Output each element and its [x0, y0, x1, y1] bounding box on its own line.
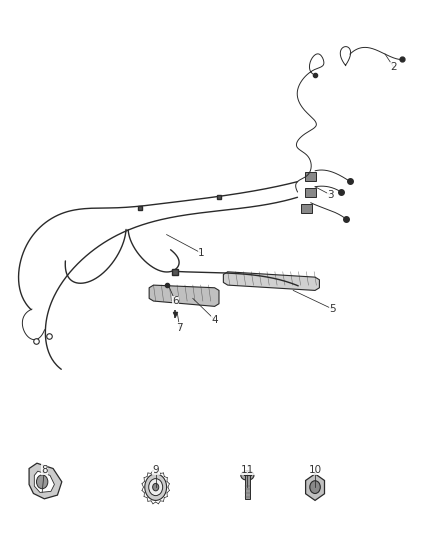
- Text: 8: 8: [41, 465, 48, 474]
- FancyBboxPatch shape: [245, 475, 250, 499]
- Circle shape: [310, 481, 320, 494]
- Text: 6: 6: [172, 296, 179, 306]
- Circle shape: [152, 483, 159, 491]
- Text: 4: 4: [211, 314, 218, 325]
- Polygon shape: [306, 474, 325, 500]
- Polygon shape: [223, 272, 319, 290]
- Text: 11: 11: [241, 465, 254, 474]
- Circle shape: [36, 475, 48, 489]
- Text: 9: 9: [152, 465, 159, 474]
- Polygon shape: [34, 471, 54, 492]
- Ellipse shape: [241, 471, 254, 480]
- Circle shape: [145, 474, 166, 500]
- Text: 5: 5: [329, 304, 336, 314]
- Text: 2: 2: [390, 62, 397, 72]
- FancyBboxPatch shape: [305, 172, 316, 181]
- Text: 3: 3: [327, 190, 334, 200]
- Text: 1: 1: [198, 248, 205, 258]
- Polygon shape: [29, 463, 62, 499]
- Circle shape: [149, 479, 162, 496]
- FancyBboxPatch shape: [301, 204, 311, 213]
- Text: 7: 7: [177, 322, 183, 333]
- Text: 10: 10: [308, 465, 321, 474]
- Polygon shape: [149, 285, 219, 306]
- FancyBboxPatch shape: [305, 188, 316, 197]
